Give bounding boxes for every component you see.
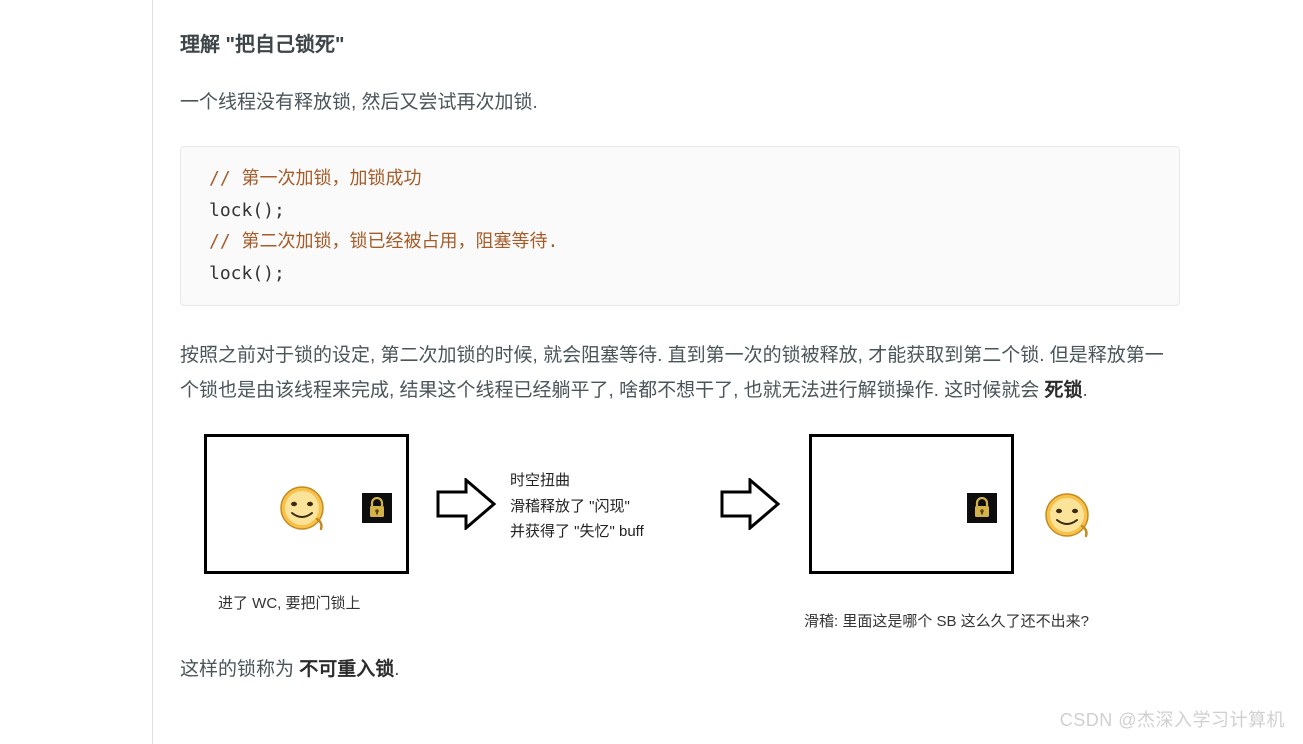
diagram: 时空扭曲 滑稽释放了 "闪现" 并获得了 "失忆" buff (204, 434, 1124, 634)
lock-icon (362, 493, 392, 523)
section-heading: 理解 "把自己锁死" (180, 28, 1180, 57)
smiley-icon (1044, 492, 1090, 538)
diagram-caption-left: 进了 WC, 要把门锁上 (218, 592, 361, 613)
paragraph-3-prefix: 这样的锁称为 (180, 659, 299, 680)
paragraph-3-suffix: . (394, 659, 399, 680)
code-stmt-1: lock(); (209, 195, 1151, 227)
diagram-middle-line3: 并获得了 "失忆" buff (510, 519, 644, 545)
paragraph-3-bold: 不可重入锁 (299, 659, 394, 680)
paragraph-2-prefix: 按照之前对于锁的设定, 第二次加锁的时候, 就会阻塞等待. 直到第一次的锁被释放… (180, 345, 1164, 401)
code-stmt-2: lock(); (209, 258, 1151, 290)
arrow-icon-1 (436, 478, 498, 530)
diagram-middle-line1: 时空扭曲 (510, 468, 644, 494)
code-block: // 第一次加锁，加锁成功 lock(); // 第二次加锁，锁已经被占用，阻塞… (180, 146, 1180, 306)
paragraph-2-suffix: . (1083, 380, 1088, 401)
diagram-middle-line2: 滑稽释放了 "闪现" (510, 494, 644, 520)
lock-icon (967, 493, 997, 523)
paragraph-2-bold: 死锁 (1045, 380, 1083, 401)
diagram-middle-text: 时空扭曲 滑稽释放了 "闪现" 并获得了 "失忆" buff (510, 468, 644, 545)
paragraph-1: 一个线程没有释放锁, 然后又尝试再次加锁. (180, 85, 1180, 120)
diagram-box-left (204, 434, 409, 574)
left-rule (152, 0, 153, 744)
paragraph-2: 按照之前对于锁的设定, 第二次加锁的时候, 就会阻塞等待. 直到第一次的锁被释放… (180, 338, 1180, 408)
arrow-icon-2 (720, 478, 782, 530)
paragraph-3: 这样的锁称为 不可重入锁. (180, 652, 1180, 687)
diagram-caption-right: 滑稽: 里面这是哪个 SB 这么久了还不出来? (804, 610, 1089, 631)
code-comment-1: // 第一次加锁，加锁成功 (209, 163, 1151, 195)
smiley-icon (279, 485, 325, 531)
watermark: CSDN @杰深入学习计算机 (1060, 706, 1285, 732)
code-comment-2: // 第二次加锁，锁已经被占用，阻塞等待. (209, 226, 1151, 258)
diagram-box-right (809, 434, 1014, 574)
article-content: 理解 "把自己锁死" 一个线程没有释放锁, 然后又尝试再次加锁. // 第一次加… (180, 28, 1180, 714)
